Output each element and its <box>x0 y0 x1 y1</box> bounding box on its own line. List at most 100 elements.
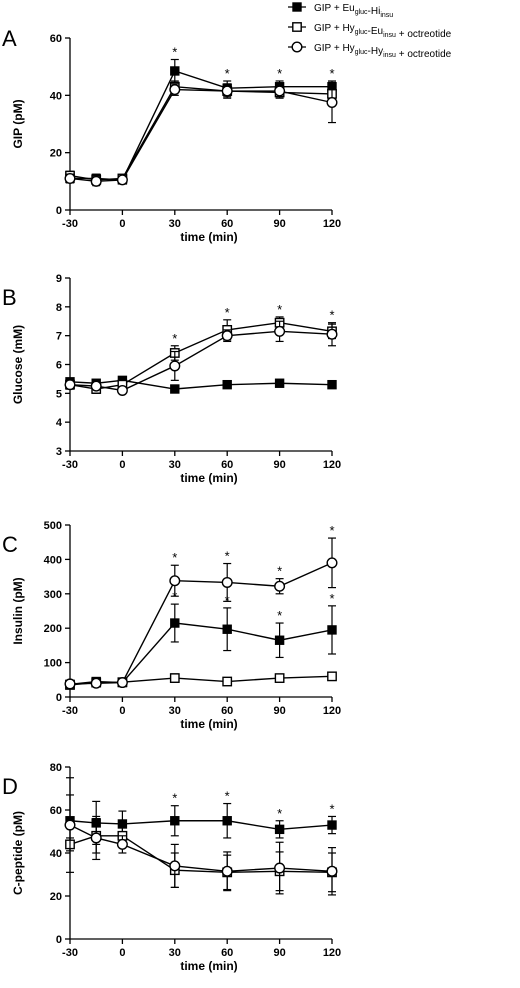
significance-star: * <box>172 791 177 806</box>
y-tick-label: 40 <box>50 848 62 860</box>
data-point <box>326 328 338 340</box>
y-tick-label: 60 <box>50 33 62 45</box>
x-tick-label: 0 <box>119 705 125 717</box>
data-point <box>90 677 102 689</box>
series-square-filled <box>65 58 337 185</box>
data-point <box>116 174 128 186</box>
y-tick-label: 100 <box>44 658 62 670</box>
x-tick-label: 90 <box>273 947 285 959</box>
data-point <box>169 575 181 587</box>
series-square-open <box>65 671 337 690</box>
legend-subscript: insu <box>383 32 396 39</box>
data-point <box>64 819 76 831</box>
legend-text-part: + octreotide <box>396 29 452 40</box>
data-point <box>274 862 286 874</box>
x-axis-title: time (min) <box>180 717 237 731</box>
x-tick-label: 120 <box>323 459 341 471</box>
y-tick-label: 300 <box>44 589 62 601</box>
significance-star: * <box>277 608 282 623</box>
significance-star: * <box>277 806 282 821</box>
panel-b: B 3 4 5 6 7 8 9 -30 0 30 60 90 120 time (min) Glucose (… <box>2 273 341 485</box>
data-point <box>170 384 180 394</box>
data-point <box>327 671 337 682</box>
y-tick-label: 500 <box>44 520 62 532</box>
data-point <box>291 41 303 53</box>
data-point <box>64 379 76 391</box>
significance-star: * <box>225 66 230 81</box>
data-point <box>222 816 232 826</box>
series-line <box>69 675 333 686</box>
series-line <box>69 85 333 181</box>
data-point <box>292 22 302 32</box>
x-tick-label: -30 <box>62 459 78 471</box>
data-point <box>90 832 102 844</box>
y-tick-label: 40 <box>50 90 62 102</box>
legend-label: GIP + Hygluc-Hyinsu + octreotide <box>314 43 452 60</box>
data-point <box>327 820 337 830</box>
data-point <box>274 325 286 337</box>
data-point <box>170 816 180 826</box>
legend-label: GIP + Hygluc-Euinsu + octreotide <box>314 23 452 40</box>
series-line <box>69 820 333 831</box>
x-tick-label: 60 <box>221 459 233 471</box>
data-point <box>116 838 128 850</box>
y-axis-title: GIP (pM) <box>11 99 25 148</box>
data-point <box>292 2 302 12</box>
series-circle-open <box>64 537 338 690</box>
y-tick-label: 5 <box>56 388 62 400</box>
series-square-filled <box>65 603 337 689</box>
y-tick-label: 9 <box>56 273 62 285</box>
x-tick-label: -30 <box>62 705 78 717</box>
legend-text-part: -Hi <box>368 6 381 17</box>
data-point <box>64 172 76 184</box>
x-tick-label: 90 <box>273 705 285 717</box>
series-line <box>69 88 333 183</box>
data-point <box>169 84 181 96</box>
data-point <box>221 330 233 342</box>
y-tick-label: 60 <box>50 805 62 817</box>
series-line <box>69 622 333 685</box>
legend-subscript: gluc <box>355 9 368 16</box>
legend-subscript: gluc <box>355 29 368 36</box>
significance-star: * <box>329 591 334 606</box>
y-axis-title: Insulin (pM) <box>11 577 25 644</box>
x-tick-label: 0 <box>119 947 125 959</box>
significance-star: * <box>329 523 334 538</box>
x-tick-label: 90 <box>273 459 285 471</box>
data-point <box>327 379 337 390</box>
data-point <box>326 557 338 569</box>
data-point <box>326 865 338 877</box>
y-tick-label: 7 <box>56 331 62 343</box>
x-tick-label: 120 <box>323 705 341 717</box>
y-tick-label: 20 <box>50 891 62 903</box>
series-line <box>70 70 332 181</box>
significance-star: * <box>277 564 282 579</box>
data-point <box>169 860 181 872</box>
significance-star: * <box>277 66 282 81</box>
legend-text-part: GIP + Eu <box>314 3 355 14</box>
legend-item: GIP + Hygluc-Hyinsu + octreotide <box>288 41 452 60</box>
x-tick-label: 60 <box>221 218 233 230</box>
y-tick-label: 6 <box>56 360 62 372</box>
x-tick-label: 30 <box>169 705 181 717</box>
y-tick-label: 3 <box>56 446 62 458</box>
significance-star: * <box>225 305 230 320</box>
panel-letter: B <box>2 285 17 310</box>
y-tick-label: 0 <box>56 692 62 704</box>
y-axis-title: C-peptide (pM) <box>11 811 25 895</box>
significance-star: * <box>329 308 334 323</box>
data-point <box>90 380 102 392</box>
x-tick-label: 120 <box>323 947 341 959</box>
x-tick-label: 60 <box>221 705 233 717</box>
legend-subscript: insu <box>383 52 396 59</box>
y-tick-label: 400 <box>44 554 62 566</box>
data-point <box>222 379 232 390</box>
series-circle-open <box>64 81 338 187</box>
panel-letter: D <box>2 774 18 799</box>
data-point <box>169 673 180 683</box>
x-tick-label: 60 <box>221 947 233 959</box>
data-point <box>274 824 285 835</box>
